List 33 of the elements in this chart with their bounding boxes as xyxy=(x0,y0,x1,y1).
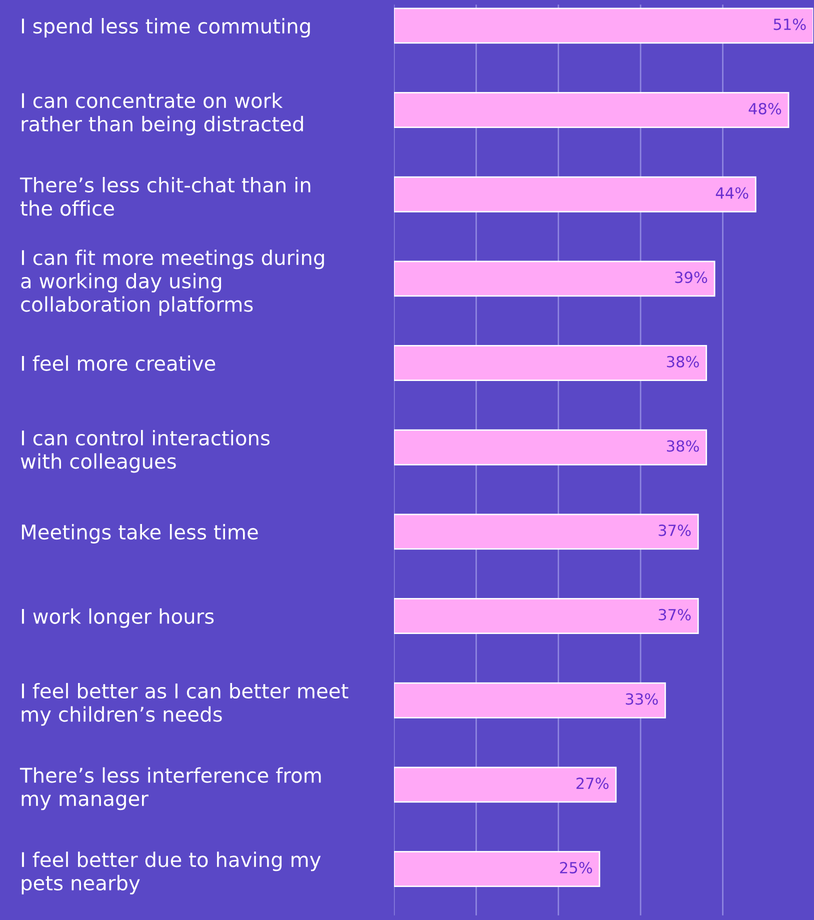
data-label: 44% xyxy=(716,187,748,199)
bar xyxy=(394,92,790,128)
bar xyxy=(394,429,708,466)
bar xyxy=(394,598,699,634)
data-label: 27% xyxy=(576,778,609,790)
data-label: 37% xyxy=(658,524,691,536)
data-label: 51% xyxy=(774,18,806,30)
y-tick-label: I feel more creative xyxy=(22,355,216,371)
bar xyxy=(394,682,666,718)
y-tick-label: I feel better due to having my pets nearby xyxy=(22,852,321,894)
bar xyxy=(394,8,814,44)
y-tick-label: Meetings take less time xyxy=(22,524,258,544)
y-tick-label: I work longer hours xyxy=(22,608,214,628)
data-label: 33% xyxy=(626,693,658,705)
bar xyxy=(394,176,756,212)
bar xyxy=(394,851,600,887)
y-tick-label: There’s less interference from my manager xyxy=(20,767,321,810)
y-tick-label: I feel better as I can better meet my children’s needs xyxy=(22,682,348,726)
y-tick-label: There’s less chit-chat than in the office xyxy=(20,176,310,216)
y-tick-label: I can fit more meetings during a working day using collaboration platforms xyxy=(21,250,324,316)
y-tick-label: I can control interactions with colleagues xyxy=(20,430,270,473)
data-label: 38% xyxy=(666,356,699,368)
data-label: 39% xyxy=(675,272,708,284)
data-label: 48% xyxy=(748,102,782,114)
bar xyxy=(394,260,716,297)
y-tick-label: I spend less time commuting xyxy=(22,18,310,38)
bar xyxy=(394,345,708,381)
bar xyxy=(394,514,699,550)
data-label: 25% xyxy=(560,862,592,874)
y-tick-label: I can concentrate on work rather than being distracted xyxy=(22,92,303,136)
data-label: 38% xyxy=(666,440,699,452)
data-label: 37% xyxy=(658,608,691,620)
bar xyxy=(394,766,617,803)
